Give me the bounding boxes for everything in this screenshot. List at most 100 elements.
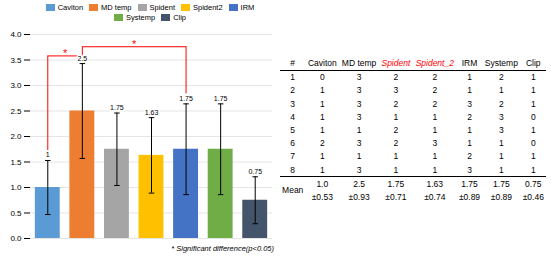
html-text:3: 3 [393, 85, 399, 96]
html-text:±0.89: ±0.89 [490, 191, 512, 202]
svg-text:3.5: 3.5 [10, 56, 22, 65]
html-text:2: 2 [432, 72, 438, 83]
html-text:1: 1 [530, 151, 536, 162]
html-text:Mean: Mean [282, 185, 304, 196]
html-text:1: 1 [393, 111, 399, 122]
html-text:3: 3 [356, 85, 362, 96]
html-text:1: 1 [356, 125, 362, 135]
html-text:Clip: Clip [526, 58, 541, 69]
html-text:3: 3 [356, 72, 362, 83]
html-text:1: 1 [319, 125, 325, 135]
svg-text:2.5: 2.5 [10, 107, 22, 116]
html-text:1: 1 [530, 98, 536, 109]
html-text:2.5: 2.5 [353, 178, 365, 189]
svg-text:2.5: 2.5 [77, 55, 87, 62]
html-text:1.75: 1.75 [493, 178, 510, 189]
html-text:3: 3 [290, 98, 296, 109]
html-text:8: 8 [290, 164, 296, 175]
html-text:1: 1 [432, 111, 438, 122]
html-text:±0.93: ±0.93 [348, 191, 370, 202]
html-text:Clip: Clip [173, 13, 186, 22]
html-text:1: 1 [290, 72, 296, 83]
html-text:3: 3 [356, 111, 362, 122]
html-text:1: 1 [530, 125, 536, 135]
html-text:±0.71: ±0.71 [385, 191, 407, 202]
html-text:0: 0 [319, 72, 325, 83]
html-text:Spident2: Spident2 [193, 3, 223, 12]
svg-text:1: 1 [46, 151, 50, 158]
html-text:1.0: 1.0 [316, 178, 329, 189]
html-text:1: 1 [319, 85, 325, 96]
html-text:1: 1 [319, 111, 325, 122]
html-text:2: 2 [393, 72, 399, 83]
html-text:±0.89: ±0.89 [458, 191, 481, 202]
html-text:1.75: 1.75 [387, 178, 405, 189]
svg-text:1.75: 1.75 [179, 95, 193, 102]
html-text:2: 2 [499, 72, 504, 83]
html-text:Caviton: Caviton [57, 3, 84, 12]
html-text:1: 1 [530, 72, 536, 83]
html-text:3: 3 [432, 138, 438, 149]
html-text:Spident_2: Spident_2 [415, 58, 454, 69]
svg-text:1.5: 1.5 [10, 158, 22, 167]
svg-text:4.0: 4.0 [10, 30, 22, 39]
svg-text:1.0: 1.0 [10, 183, 22, 192]
html-text:±0.53: ±0.53 [311, 191, 333, 202]
html-text:0: 0 [530, 138, 536, 149]
html-text:Caviton: Caviton [307, 58, 337, 69]
html-text:1: 1 [499, 85, 504, 96]
html-text:1: 1 [467, 85, 472, 96]
html-text:1: 1 [530, 85, 536, 96]
html-text:2: 2 [432, 85, 438, 96]
html-text:1: 1 [393, 164, 399, 175]
html-text:2: 2 [393, 125, 399, 135]
html-text:Systemp: Systemp [125, 13, 156, 22]
html-text:5: 5 [290, 125, 296, 135]
html-text:1: 1 [356, 151, 362, 162]
html-text:3: 3 [356, 164, 362, 175]
html-text:3: 3 [356, 98, 362, 109]
html-text:1: 1 [530, 164, 536, 175]
html-text:7: 7 [290, 151, 296, 162]
html-text:±0.46: ±0.46 [522, 191, 544, 202]
html-text:MD temp: MD temp [101, 3, 132, 12]
svg-text:*: * [132, 38, 137, 50]
html-text:0.75: 0.75 [525, 178, 542, 189]
html-text:Spident: Spident [381, 58, 411, 69]
svg-text:1.75: 1.75 [214, 95, 228, 102]
html-text:1: 1 [319, 98, 325, 109]
svg-text:0.0: 0.0 [10, 234, 22, 243]
html-text:2: 2 [393, 138, 399, 149]
html-text:4: 4 [290, 111, 296, 122]
html-text:1: 1 [319, 164, 325, 175]
html-text:* Significant difference(p<0.0: * Significant difference(p<0.05) [171, 244, 274, 253]
html-text:1.63: 1.63 [426, 178, 443, 189]
html-text:±0.74: ±0.74 [424, 191, 446, 202]
html-text:1: 1 [319, 151, 325, 162]
svg-text:2.0: 2.0 [10, 132, 22, 141]
html-text:1.75: 1.75 [461, 178, 478, 189]
html-text:IRM: IRM [240, 3, 255, 12]
html-text:2: 2 [393, 98, 399, 109]
svg-text:1.75: 1.75 [110, 104, 124, 111]
html-text:2: 2 [290, 85, 296, 96]
svg-text:0.5: 0.5 [10, 209, 22, 218]
html-text:1: 1 [393, 151, 399, 162]
html-text:1: 1 [432, 151, 438, 162]
html-text:2: 2 [319, 138, 325, 149]
html-text:1: 1 [432, 164, 438, 175]
html-text:1: 1 [432, 125, 438, 135]
html-text:2: 2 [432, 98, 438, 109]
html-text:6: 6 [290, 138, 296, 149]
html-text:Spident: Spident [149, 3, 175, 12]
html-text:IRM: IRM [461, 58, 478, 69]
svg-text:3.0: 3.0 [10, 81, 22, 90]
svg-text:1.63: 1.63 [145, 109, 159, 116]
html-text:MD temp: MD temp [341, 58, 377, 69]
html-text:1: 1 [467, 72, 472, 83]
html-text:3: 3 [356, 138, 362, 149]
svg-text:*: * [63, 47, 68, 59]
html-text:0: 0 [530, 111, 536, 122]
svg-text:0.75: 0.75 [248, 168, 262, 175]
html-text:Systemp: Systemp [484, 58, 518, 69]
